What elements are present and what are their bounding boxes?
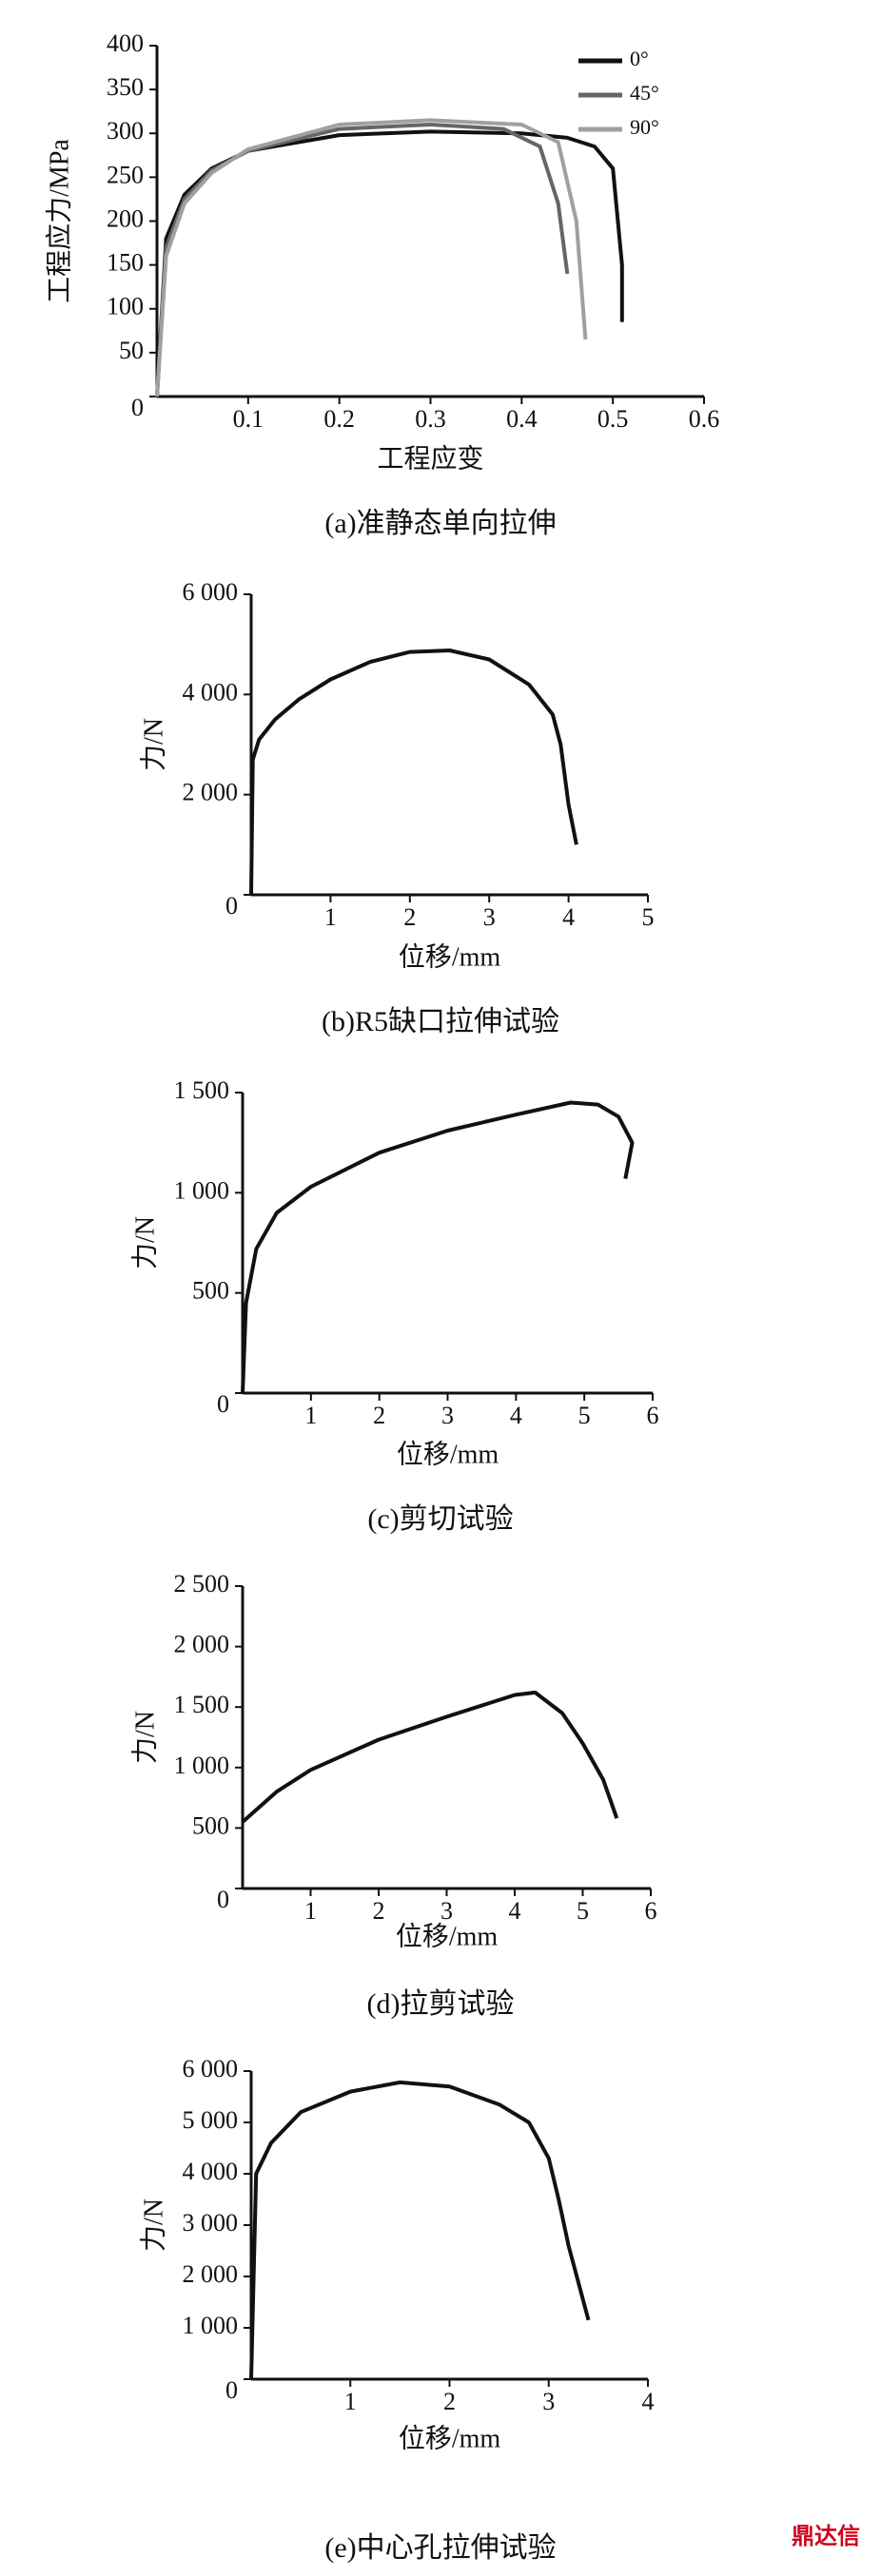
y-tick-label: 5 000 — [183, 2106, 239, 2134]
x-tick-label: 4 — [642, 2388, 655, 2415]
data-line — [249, 2080, 591, 2380]
x-axis-label: 位移/mm — [396, 1921, 499, 1951]
x-tick-label: 2 — [373, 1897, 385, 1925]
x-tick-label: 1 — [304, 1402, 317, 1429]
data-line — [155, 129, 624, 397]
x-tick-label: 6 — [647, 1402, 659, 1429]
y-tick-label: 6 000 — [183, 578, 239, 606]
x-tick-label: 6 — [645, 1897, 657, 1925]
y-tick-label: 150 — [107, 249, 144, 277]
x-tick-label: 0.5 — [597, 405, 629, 433]
x-tick-label: 1 — [344, 2388, 357, 2415]
x-tick-label: 2 — [443, 2388, 456, 2415]
data-line — [241, 1100, 635, 1394]
x-tick-label: 0.3 — [415, 405, 446, 433]
y-tick-label: 0 — [217, 1886, 229, 1913]
x-axis-label: 工程应变 — [377, 443, 483, 474]
y-tick-label: 4 000 — [183, 2158, 239, 2185]
x-tick-label: 3 — [483, 903, 496, 931]
y-axis-label: 力/N — [138, 718, 168, 771]
x-tick-label: 5 — [642, 903, 655, 931]
data-line — [241, 1690, 619, 1824]
x-tick-label: 0.4 — [506, 405, 538, 433]
x-tick-label: 0.1 — [233, 405, 264, 433]
y-tick-label: 0 — [131, 394, 144, 421]
legend-label: 0° — [630, 47, 649, 70]
legend-label: 90° — [630, 115, 659, 139]
y-axis-label: 工程应力/MPa — [44, 139, 74, 303]
y-tick-label: 50 — [119, 337, 144, 364]
x-tick-label: 4 — [562, 903, 575, 931]
x-axis-label: 位移/mm — [399, 2423, 501, 2453]
y-tick-label: 2 000 — [174, 1631, 230, 1658]
y-tick-label: 1 500 — [174, 1691, 230, 1718]
caption: (a)准静态单向拉伸 — [324, 508, 556, 539]
y-tick-label: 2 500 — [174, 1570, 230, 1598]
y-tick-label: 1 000 — [183, 2312, 239, 2339]
y-axis-label: 力/N — [138, 2198, 168, 2252]
x-tick-label: 5 — [577, 1897, 589, 1925]
x-axis-label: 位移/mm — [397, 1439, 499, 1469]
x-tick-label: 1 — [324, 903, 337, 931]
y-axis-label: 力/N — [129, 1216, 160, 1269]
y-tick-label: 1 500 — [174, 1076, 230, 1104]
caption: (d)拉剪试验 — [367, 1988, 515, 2020]
x-tick-label: 0.6 — [689, 405, 720, 433]
y-tick-label: 0 — [225, 892, 238, 920]
y-tick-label: 250 — [107, 161, 144, 188]
y-tick-label: 1 000 — [174, 1752, 230, 1779]
y-tick-label: 6 000 — [183, 2055, 239, 2082]
x-tick-label: 0.2 — [323, 405, 355, 433]
data-line — [155, 118, 588, 397]
y-tick-label: 3 000 — [183, 2209, 239, 2237]
x-tick-label: 3 — [441, 1402, 454, 1429]
x-axis-label: 位移/mm — [399, 941, 501, 972]
x-tick-label: 1 — [304, 1897, 317, 1925]
y-tick-label: 500 — [192, 1811, 229, 1839]
x-tick-label: 2 — [403, 903, 416, 931]
data-line — [249, 649, 578, 896]
x-tick-label: 3 — [440, 1897, 453, 1925]
y-tick-label: 2 000 — [183, 779, 239, 806]
y-tick-label: 2 000 — [183, 2260, 239, 2288]
y-axis-label: 力/N — [129, 1711, 160, 1764]
watermark: 鼎达信 — [792, 2523, 860, 2549]
y-tick-label: 4 000 — [183, 678, 239, 706]
y-tick-label: 500 — [192, 1277, 229, 1305]
x-tick-label: 3 — [542, 2388, 555, 2415]
x-tick-label: 2 — [373, 1402, 385, 1429]
y-tick-label: 0 — [217, 1390, 229, 1418]
y-tick-label: 300 — [107, 117, 144, 145]
y-tick-label: 1 000 — [174, 1176, 230, 1204]
x-tick-label: 4 — [509, 1897, 521, 1925]
caption: (c)剪切试验 — [367, 1503, 513, 1535]
y-tick-label: 350 — [107, 73, 144, 101]
x-tick-label: 4 — [510, 1402, 522, 1429]
x-tick-label: 5 — [578, 1402, 591, 1429]
y-tick-label: 0 — [225, 2376, 238, 2404]
legend-label: 45° — [630, 81, 659, 105]
caption: (e)中心孔拉伸试验 — [324, 2532, 556, 2564]
y-tick-label: 400 — [107, 29, 144, 57]
data-line — [155, 123, 570, 397]
caption: (b)R5缺口拉伸试验 — [322, 1006, 559, 1037]
y-tick-label: 100 — [107, 293, 144, 320]
y-tick-label: 200 — [107, 204, 144, 232]
